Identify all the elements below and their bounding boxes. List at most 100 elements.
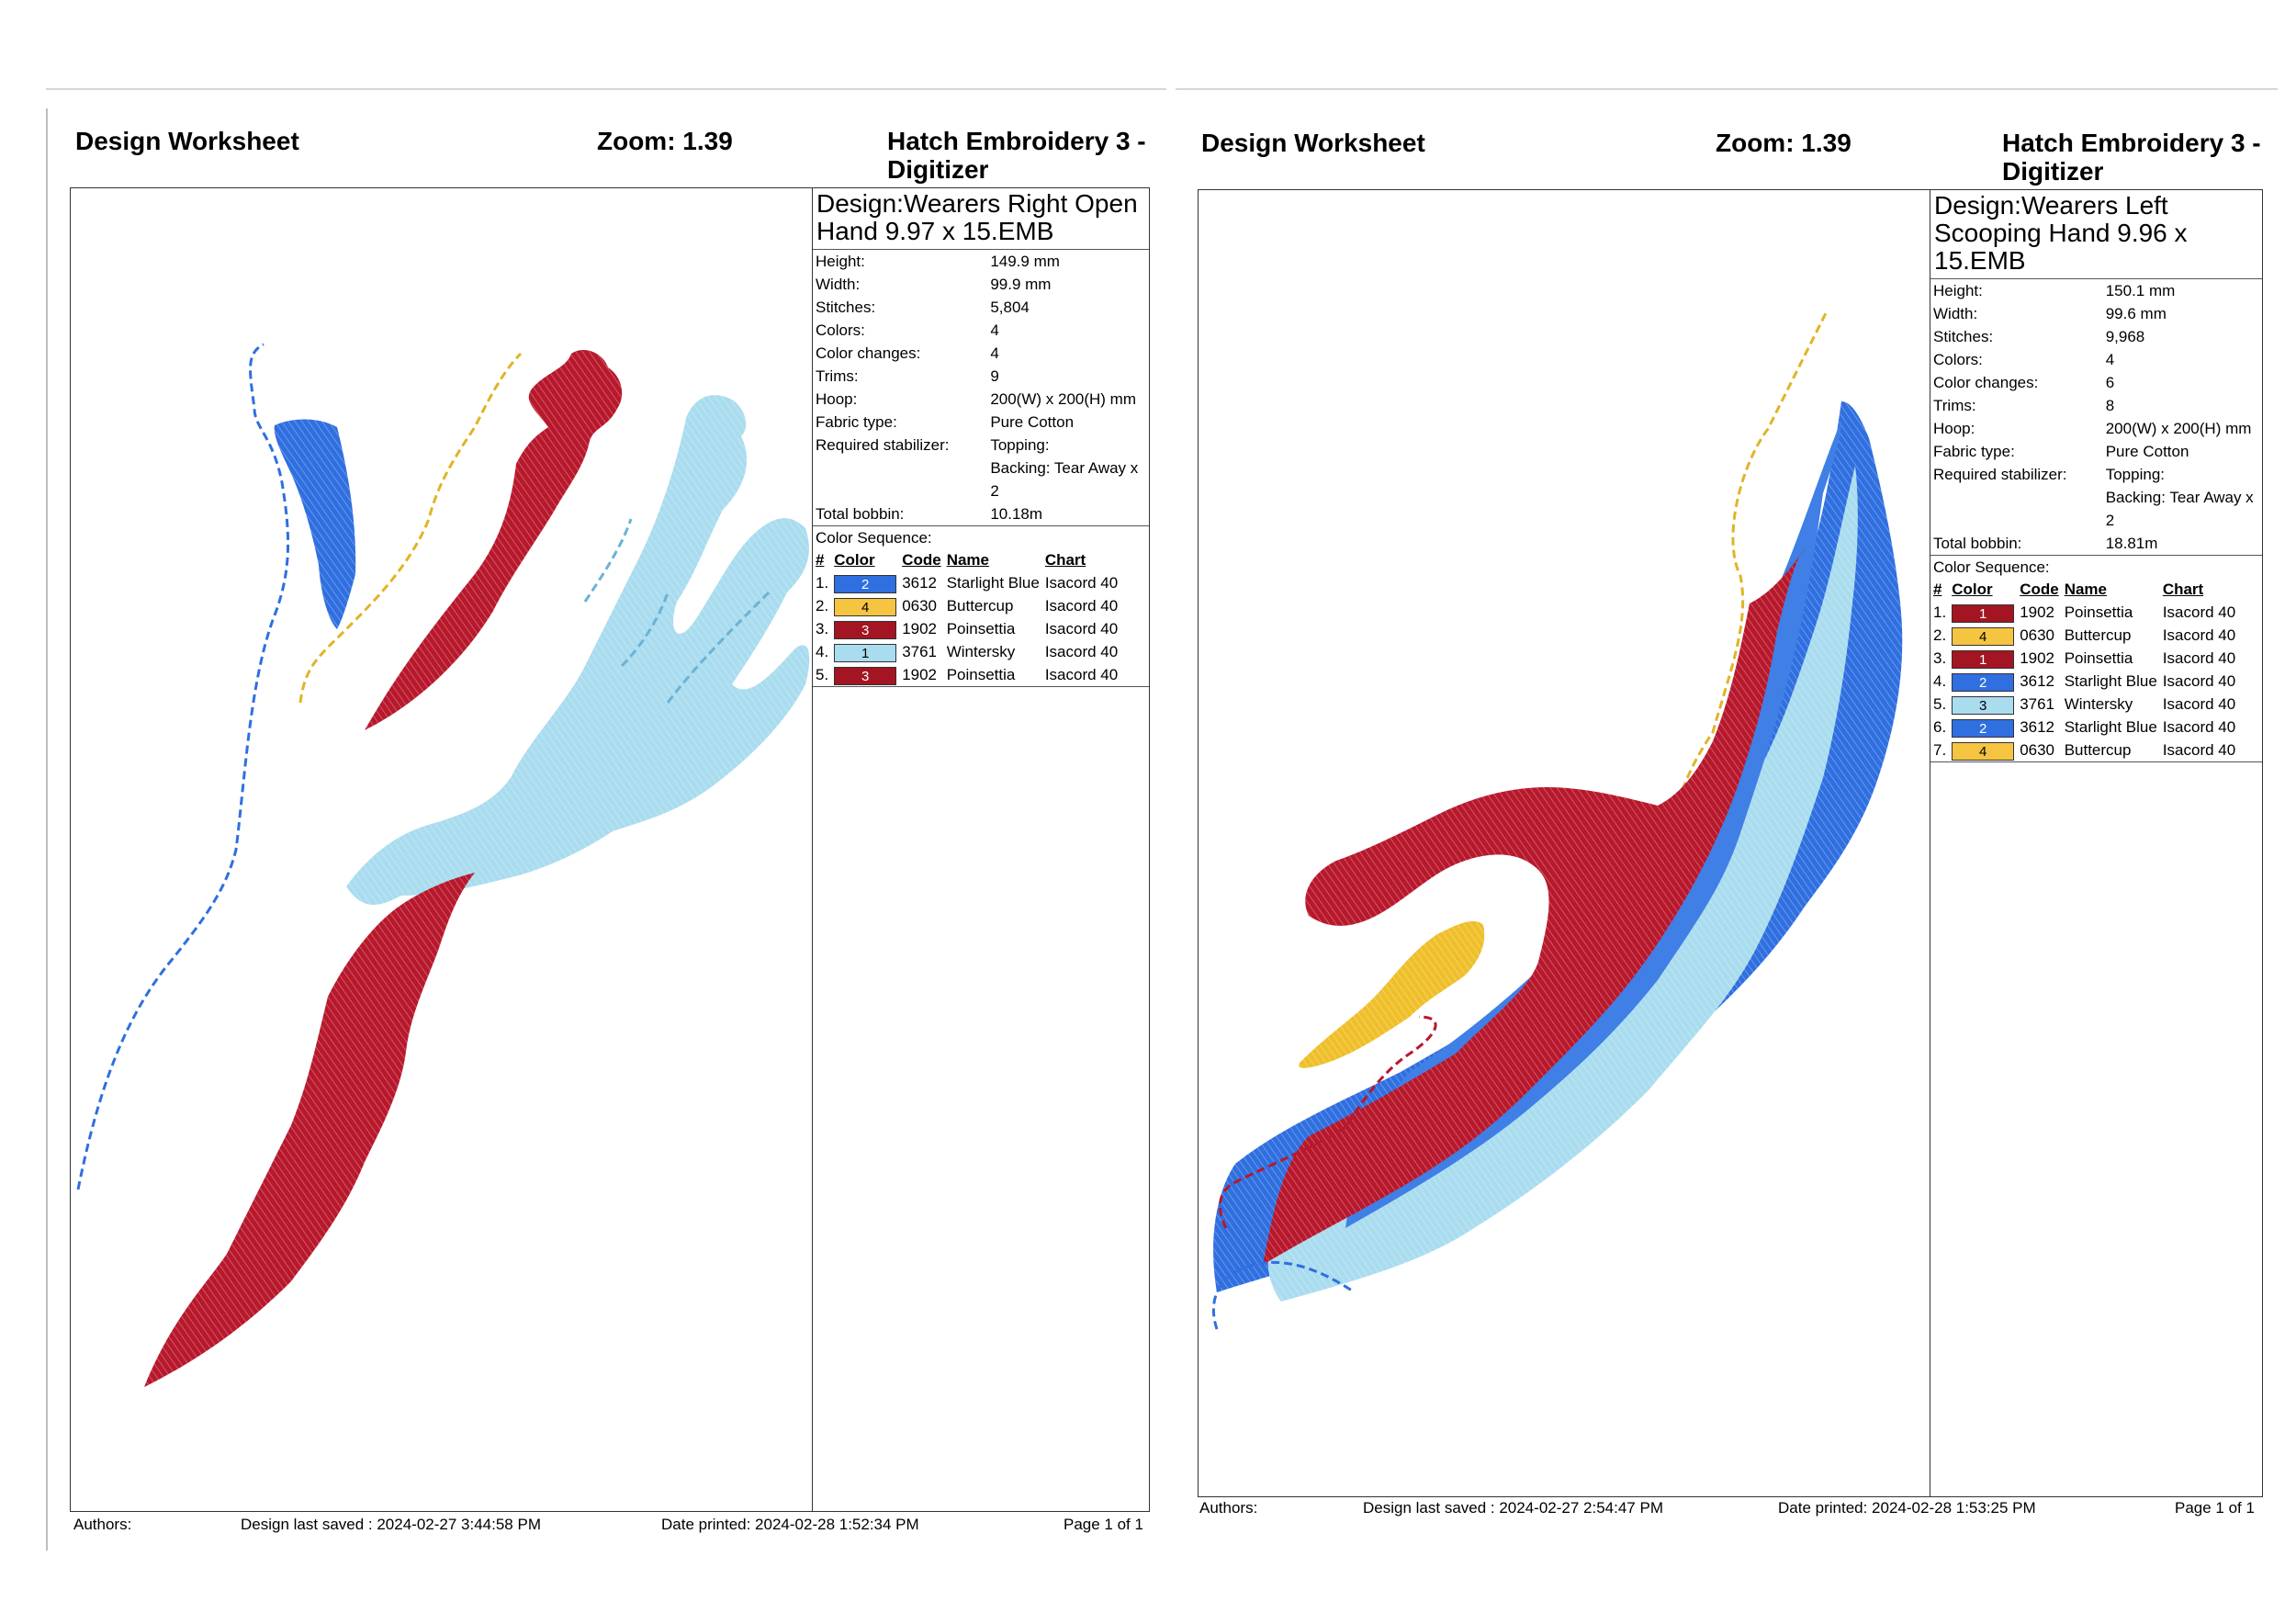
sequence-name: Buttercup (2064, 626, 2132, 644)
property-row: Fabric type: Pure Cotton (813, 411, 1149, 434)
sequence-name: Poinsettia (946, 666, 1016, 683)
property-label: Fabric type: (816, 413, 897, 431)
color-sequence-row: 6. 2 3612 Starlight Blue Isacord 40 (1930, 716, 2238, 739)
color-swatch-cell: 3 (831, 617, 899, 640)
color-swatch: 4 (834, 597, 897, 616)
color-sequence-row: 3. 3 1902 Poinsettia Isacord 40 (813, 617, 1120, 640)
property-label: Required stabilizer: (816, 436, 950, 454)
property-value: 6 (2103, 371, 2262, 394)
zoom-label: Zoom: 1.39 (597, 127, 733, 155)
property-value: 150.1 mm (2103, 279, 2262, 302)
sequence-chart: Isacord 40 (2162, 649, 2236, 667)
property-label: Fabric type: (1933, 443, 2015, 460)
sequence-n: 3. (816, 620, 829, 637)
sequence-name: Wintersky (2064, 695, 2133, 713)
property-label: Colors: (1933, 351, 1983, 368)
sequence-header-1: Color (834, 551, 875, 569)
app-name: Hatch Embroidery 3 - Digitizer (2002, 129, 2261, 186)
footer-date-printed: Date printed: 2024-02-28 1:53:25 PM (1778, 1499, 2036, 1517)
color-sequence-row: 4. 1 3761 Wintersky Isacord 40 (813, 640, 1120, 663)
property-row: Height: 150.1 mm (1930, 279, 2262, 302)
property-value: Topping: Backing: Tear Away x 2 (987, 434, 1149, 502)
design-info-panel: Design:Wearers Right Open Hand 9.97 x 15… (812, 188, 1149, 1511)
sequence-header-2: Code (2020, 581, 2059, 598)
property-value: 99.6 mm (2103, 302, 2262, 325)
property-value-line: 4 (2105, 351, 2115, 368)
footer-page-number: Page 1 of 1 (2175, 1499, 2255, 1517)
design-properties: Height: 149.9 mm Width: 99.9 mm Stitches: 5,8… (813, 250, 1149, 526)
sequence-chart: Isacord 40 (1044, 574, 1119, 592)
property-label: Color changes: (816, 344, 921, 362)
property-value: 4 (987, 342, 1149, 365)
sequence-chart: Isacord 40 (2162, 672, 2236, 690)
sequence-n: 4. (1933, 672, 1947, 690)
property-value-line: Topping: (990, 436, 1050, 454)
property-row: Hoop: 200(W) x 200(H) mm (813, 388, 1149, 411)
property-value: Pure Cotton (2103, 440, 2262, 463)
property-label: Stitches: (1933, 328, 1994, 345)
property-label: Height: (1933, 282, 1983, 299)
property-value-line: 9,968 (2105, 328, 2145, 345)
color-swatch: 1 (834, 643, 897, 662)
sequence-code: 1902 (2020, 603, 2055, 621)
sequence-code: 3761 (2020, 695, 2055, 713)
property-value-line: 150.1 mm (2105, 282, 2176, 299)
app-name: Hatch Embroidery 3 - Digitizer (887, 127, 1146, 184)
property-label: Color changes: (1933, 374, 2039, 391)
property-row: Colors: 4 (1930, 348, 2262, 371)
sequence-chart: Isacord 40 (2162, 695, 2236, 713)
design-info-panel: Design:Wearers Left Scooping Hand 9.96 x… (1930, 190, 2262, 1496)
color-swatch: 2 (834, 574, 897, 593)
footer-authors: Authors: (1199, 1499, 1258, 1517)
property-label: Height: (816, 253, 865, 270)
property-value-line: 99.6 mm (2105, 305, 2167, 322)
sequence-code: 0630 (2020, 741, 2055, 759)
sequence-n: 7. (1933, 741, 1947, 759)
color-swatch: 3 (834, 620, 897, 639)
sequence-name: Starlight Blue (2064, 672, 2157, 690)
outline-stitch-red (1218, 1015, 1437, 1229)
color-swatch: 1 (1952, 603, 2015, 623)
color-swatch: 4 (1952, 741, 2015, 761)
outline-stitch-blue (1211, 1260, 1356, 1330)
property-row: Trims: 8 (1930, 394, 2262, 417)
color-swatch-cell: 4 (1949, 739, 2017, 761)
property-value: 200(W) x 200(H) mm (2103, 417, 2262, 440)
color-swatch: 4 (1952, 626, 2015, 646)
sequence-n: 1. (1933, 603, 1947, 621)
property-label: Required stabilizer: (1933, 466, 2067, 483)
design-name: Design:Wearers Left Scooping Hand 9.96 x… (1930, 190, 2262, 279)
color-swatch-cell: 4 (831, 594, 899, 617)
color-swatch: 2 (1952, 672, 2015, 692)
property-value-line: 9 (990, 367, 999, 385)
page-divider-right (1176, 88, 2278, 90)
property-value: Pure Cotton (987, 411, 1149, 434)
property-row: Width: 99.9 mm (813, 273, 1149, 296)
property-value: 9 (987, 365, 1149, 388)
color-swatch-cell: 2 (1949, 670, 2017, 693)
outline-stitch-yellow (298, 352, 523, 704)
property-value-line: 10.18m (990, 505, 1043, 523)
sequence-name: Starlight Blue (2064, 718, 2157, 736)
color-sequence-title: Color Sequence: (1933, 558, 2050, 576)
property-row: Color changes: 6 (1930, 371, 2262, 394)
sequence-header-4: Chart (2162, 581, 2204, 598)
property-value-line: Topping: (2105, 466, 2165, 483)
sequence-n: 6. (1933, 718, 1947, 736)
property-value-line: 4 (990, 344, 999, 362)
property-label: Colors: (816, 321, 865, 339)
sequence-code: 3612 (902, 574, 938, 592)
property-row: Hoop: 200(W) x 200(H) mm (1930, 417, 2262, 440)
outline-stitch-wintersky (583, 518, 771, 704)
design-preview (76, 343, 810, 1387)
property-value: 8 (2103, 394, 2262, 417)
sequence-chart: Isacord 40 (2162, 626, 2236, 644)
sequence-code: 3612 (2020, 672, 2055, 690)
property-value: 5,804 (987, 296, 1149, 319)
design-preview (1211, 309, 1903, 1330)
property-label: Width: (1933, 305, 1978, 322)
property-value-line-2: Backing: Tear Away x 2 (990, 459, 1139, 500)
worksheet-frame: Design:Wearers Left Scooping Hand 9.96 x… (1198, 189, 2263, 1497)
sequence-name: Starlight Blue (946, 574, 1040, 592)
sequence-name: Buttercup (2064, 741, 2132, 759)
